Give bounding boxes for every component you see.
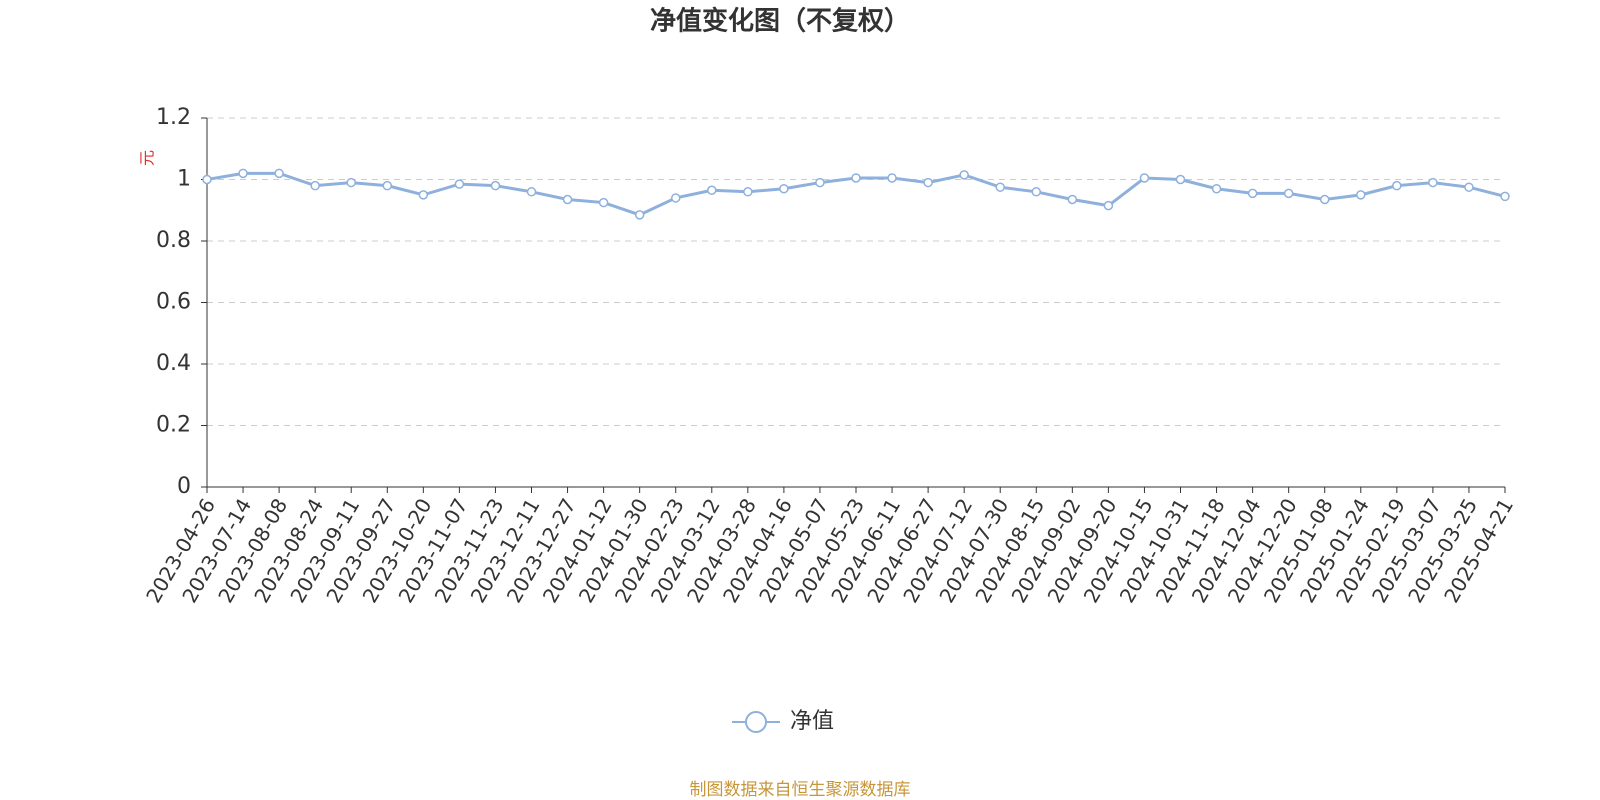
data-point: [1428, 177, 1438, 188]
data-point: [238, 168, 248, 179]
data-point: [634, 210, 645, 220]
y-tick-label: 1: [177, 167, 191, 192]
data-point: [779, 183, 789, 194]
legend-marker: [745, 711, 767, 733]
data-point: [1464, 182, 1474, 192]
data-point: [1067, 194, 1078, 205]
data-point: [382, 180, 393, 191]
data-point: [1103, 200, 1114, 211]
data-point: [454, 179, 465, 189]
y-tick-label: 0.8: [156, 228, 191, 253]
y-tick-label: 0: [177, 474, 191, 499]
data-point: [310, 180, 320, 191]
data-point: [959, 170, 969, 180]
source-note: 制图数据来自恒生聚源数据库: [690, 780, 911, 800]
y-tick-label: 1.2: [156, 105, 191, 130]
y-tick-label: 0.4: [156, 351, 191, 376]
data-point: [202, 174, 212, 185]
data-point: [1175, 174, 1186, 185]
data-point: [418, 190, 429, 200]
data-point: [1356, 190, 1366, 200]
data-point: [815, 177, 825, 188]
y-axis-label: 元: [138, 150, 157, 166]
data-point: [1283, 188, 1294, 199]
data-point: [1500, 191, 1510, 202]
data-point: [490, 180, 501, 191]
y-tick-label: 0.6: [156, 290, 191, 315]
data-point: [887, 173, 897, 183]
data-point: [1247, 188, 1258, 199]
data-point: [1319, 194, 1330, 205]
y-tick-label: 0.2: [156, 413, 191, 438]
chart-title: 净值变化图（不复权）: [650, 6, 910, 37]
data-point: [346, 177, 356, 188]
data-point: [1031, 187, 1042, 197]
data-point: [1139, 173, 1150, 183]
data-point: [851, 173, 861, 183]
data-point: [526, 187, 537, 197]
data-point: [598, 197, 609, 208]
data-point: [923, 177, 933, 188]
data-point: [995, 182, 1005, 192]
data-point: [707, 185, 717, 196]
data-point: [274, 168, 284, 179]
data-point: [670, 193, 681, 203]
data-point: [743, 187, 753, 197]
data-point: [1392, 180, 1402, 191]
data-point: [1211, 183, 1222, 194]
legend-label: 净值: [790, 709, 834, 734]
data-point: [562, 194, 573, 205]
